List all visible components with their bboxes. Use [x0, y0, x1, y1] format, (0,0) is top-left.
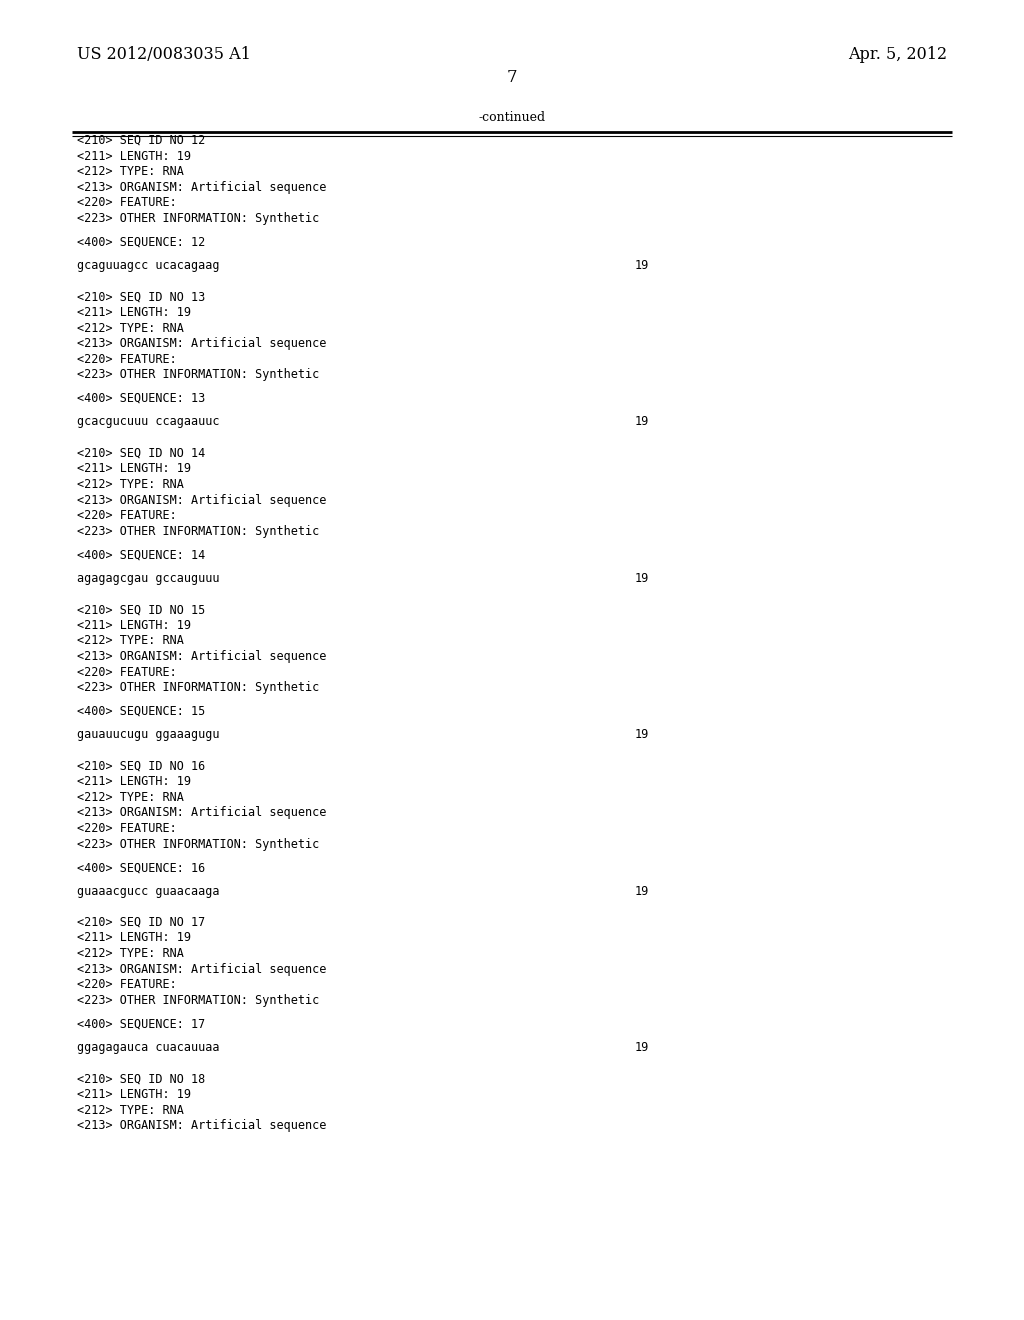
Text: <210> SEQ ID NO 17: <210> SEQ ID NO 17	[77, 916, 205, 929]
Text: <223> OTHER INFORMATION: Synthetic: <223> OTHER INFORMATION: Synthetic	[77, 838, 319, 850]
Text: 19: 19	[635, 729, 649, 742]
Text: <212> TYPE: RNA: <212> TYPE: RNA	[77, 322, 183, 334]
Text: <210> SEQ ID NO 18: <210> SEQ ID NO 18	[77, 1072, 205, 1085]
Text: gcacgucuuu ccagaauuc: gcacgucuuu ccagaauuc	[77, 416, 219, 429]
Text: <212> TYPE: RNA: <212> TYPE: RNA	[77, 635, 183, 647]
Text: <211> LENGTH: 19: <211> LENGTH: 19	[77, 462, 190, 475]
Text: <210> SEQ ID NO 15: <210> SEQ ID NO 15	[77, 603, 205, 616]
Text: <212> TYPE: RNA: <212> TYPE: RNA	[77, 948, 183, 960]
Text: <210> SEQ ID NO 12: <210> SEQ ID NO 12	[77, 133, 205, 147]
Text: <223> OTHER INFORMATION: Synthetic: <223> OTHER INFORMATION: Synthetic	[77, 213, 319, 226]
Text: <220> FEATURE:: <220> FEATURE:	[77, 510, 176, 523]
Text: <400> SEQUENCE: 12: <400> SEQUENCE: 12	[77, 235, 205, 248]
Text: 19: 19	[635, 1041, 649, 1053]
Text: gauauucugu ggaaagugu: gauauucugu ggaaagugu	[77, 729, 219, 742]
Text: <223> OTHER INFORMATION: Synthetic: <223> OTHER INFORMATION: Synthetic	[77, 368, 319, 381]
Text: <400> SEQUENCE: 14: <400> SEQUENCE: 14	[77, 548, 205, 561]
Text: Apr. 5, 2012: Apr. 5, 2012	[848, 46, 947, 63]
Text: <210> SEQ ID NO 13: <210> SEQ ID NO 13	[77, 290, 205, 304]
Text: 19: 19	[635, 884, 649, 898]
Text: <220> FEATURE:: <220> FEATURE:	[77, 978, 176, 991]
Text: agagagcgau gccauguuu: agagagcgau gccauguuu	[77, 572, 219, 585]
Text: <211> LENGTH: 19: <211> LENGTH: 19	[77, 306, 190, 319]
Text: ggagagauca cuacauuaa: ggagagauca cuacauuaa	[77, 1041, 219, 1053]
Text: <210> SEQ ID NO 16: <210> SEQ ID NO 16	[77, 759, 205, 772]
Text: <212> TYPE: RNA: <212> TYPE: RNA	[77, 478, 183, 491]
Text: <211> LENGTH: 19: <211> LENGTH: 19	[77, 619, 190, 632]
Text: <400> SEQUENCE: 17: <400> SEQUENCE: 17	[77, 1018, 205, 1031]
Text: <220> FEATURE:: <220> FEATURE:	[77, 352, 176, 366]
Text: <213> ORGANISM: Artificial sequence: <213> ORGANISM: Artificial sequence	[77, 807, 327, 820]
Text: 19: 19	[635, 572, 649, 585]
Text: <400> SEQUENCE: 16: <400> SEQUENCE: 16	[77, 861, 205, 874]
Text: gcaguuagcc ucacagaag: gcaguuagcc ucacagaag	[77, 259, 219, 272]
Text: <213> ORGANISM: Artificial sequence: <213> ORGANISM: Artificial sequence	[77, 494, 327, 507]
Text: <211> LENGTH: 19: <211> LENGTH: 19	[77, 932, 190, 945]
Text: <211> LENGTH: 19: <211> LENGTH: 19	[77, 149, 190, 162]
Text: -continued: -continued	[478, 111, 546, 124]
Text: <212> TYPE: RNA: <212> TYPE: RNA	[77, 1104, 183, 1117]
Text: <211> LENGTH: 19: <211> LENGTH: 19	[77, 775, 190, 788]
Text: <220> FEATURE:: <220> FEATURE:	[77, 197, 176, 210]
Text: <213> ORGANISM: Artificial sequence: <213> ORGANISM: Artificial sequence	[77, 962, 327, 975]
Text: <223> OTHER INFORMATION: Synthetic: <223> OTHER INFORMATION: Synthetic	[77, 994, 319, 1007]
Text: <400> SEQUENCE: 13: <400> SEQUENCE: 13	[77, 392, 205, 405]
Text: <213> ORGANISM: Artificial sequence: <213> ORGANISM: Artificial sequence	[77, 337, 327, 350]
Text: US 2012/0083035 A1: US 2012/0083035 A1	[77, 46, 251, 63]
Text: 19: 19	[635, 259, 649, 272]
Text: <223> OTHER INFORMATION: Synthetic: <223> OTHER INFORMATION: Synthetic	[77, 525, 319, 537]
Text: <210> SEQ ID NO 14: <210> SEQ ID NO 14	[77, 446, 205, 459]
Text: <220> FEATURE:: <220> FEATURE:	[77, 822, 176, 836]
Text: <223> OTHER INFORMATION: Synthetic: <223> OTHER INFORMATION: Synthetic	[77, 681, 319, 694]
Text: <211> LENGTH: 19: <211> LENGTH: 19	[77, 1088, 190, 1101]
Text: <220> FEATURE:: <220> FEATURE:	[77, 665, 176, 678]
Text: 19: 19	[635, 416, 649, 429]
Text: <213> ORGANISM: Artificial sequence: <213> ORGANISM: Artificial sequence	[77, 181, 327, 194]
Text: <400> SEQUENCE: 15: <400> SEQUENCE: 15	[77, 705, 205, 718]
Text: 7: 7	[507, 69, 517, 86]
Text: <213> ORGANISM: Artificial sequence: <213> ORGANISM: Artificial sequence	[77, 649, 327, 663]
Text: <213> ORGANISM: Artificial sequence: <213> ORGANISM: Artificial sequence	[77, 1119, 327, 1133]
Text: <212> TYPE: RNA: <212> TYPE: RNA	[77, 165, 183, 178]
Text: <212> TYPE: RNA: <212> TYPE: RNA	[77, 791, 183, 804]
Text: guaaacgucc guaacaaga: guaaacgucc guaacaaga	[77, 884, 219, 898]
